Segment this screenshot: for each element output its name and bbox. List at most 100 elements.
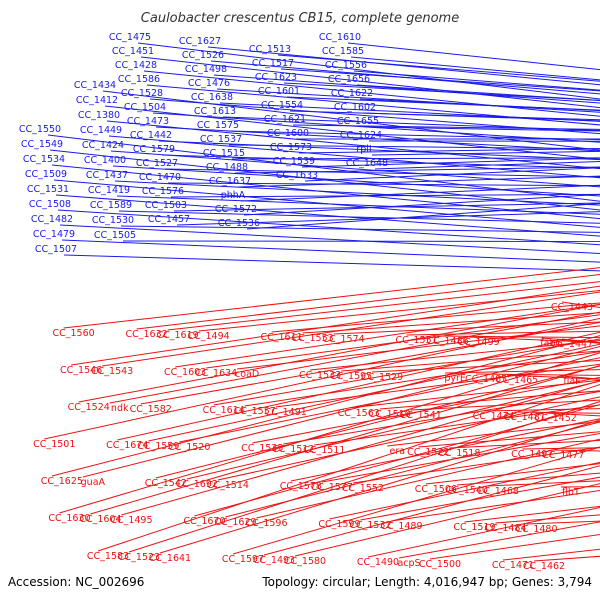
gene-label[interactable]: CC_1437 [86,170,128,181]
gene-label[interactable]: CC_1611 [260,332,302,343]
gene-label[interactable]: flbT [562,487,580,498]
gene-label[interactable]: CC_1622 [331,88,373,99]
gene-label[interactable]: ndk [111,403,129,414]
gene-label[interactable]: CC_1648 [346,158,388,169]
gene-label[interactable]: CC_1465 [496,375,538,386]
gene-label[interactable]: CC_1585 [322,46,364,57]
gene-label[interactable]: CC_1656 [328,74,370,85]
gene-label[interactable]: CC_1575 [197,120,239,131]
gene-label[interactable]: CC_1553 [291,333,333,344]
gene-label[interactable]: CC_1522 [407,447,449,458]
gene-label[interactable]: CC_1482 [31,214,73,225]
gene-label[interactable]: CC_1603 [164,367,206,378]
gene-label[interactable]: CC_1621 [264,114,306,125]
gene-label[interactable]: CC_1451 [112,46,154,57]
gene-label[interactable]: CC_1582 [130,404,172,415]
gene-label[interactable]: CC_1434 [74,80,116,91]
gene-label[interactable]: CC_1419 [88,185,130,196]
gene-label[interactable]: CC_1557 [234,406,276,417]
gene-label[interactable]: CC_1512 [272,444,314,455]
gene-label[interactable]: CC_1629 [214,517,256,528]
gene-label[interactable]: CC_1559 [137,441,179,452]
gene-label[interactable]: CC_1462 [523,561,565,572]
gene-label[interactable]: CC_1479 [33,229,75,240]
gene-label[interactable]: CC_1468 [477,486,519,497]
gene-label[interactable]: CC_1619 [156,330,198,341]
gene-label[interactable]: CC_1577 [311,482,353,493]
gene-label[interactable]: CC_1501 [33,439,75,450]
gene-label[interactable]: CC_1527 [136,158,178,169]
gene-label[interactable]: CC_1692 [176,479,218,490]
gene-label[interactable]: CC_1518 [438,448,480,459]
gene-label[interactable]: CC_1624 [340,130,382,141]
gene-label[interactable]: CC_1380 [78,110,120,121]
gene-label[interactable]: CC_1600 [267,128,309,139]
gene-label[interactable]: CC_1551 [395,335,437,346]
gene-label[interactable]: CC_1633 [276,170,318,181]
gene-label[interactable]: CC_1443 [551,302,593,313]
gene-label[interactable]: flaF [563,376,580,387]
gene-label[interactable]: CC_1509 [25,169,67,180]
gene-label[interactable]: CC_1596 [245,518,287,529]
gene-label[interactable]: CC_1474 [473,411,515,422]
gene-label[interactable]: CC_1520 [168,442,210,453]
gene-label[interactable]: CC_1579 [133,144,175,155]
gene-label[interactable]: CC_1599 [318,519,360,530]
gene-label[interactable]: CC_1471 [492,560,534,571]
gene-label[interactable]: CC_1513 [249,44,291,55]
gene-label[interactable]: CC_1534 [23,154,65,165]
gene-label[interactable]: CC_1595 [330,371,372,382]
gene-label[interactable]: CC_1638 [191,92,233,103]
gene-label[interactable]: CC_1480 [515,524,557,535]
gene-label[interactable]: CC_1424 [82,140,124,151]
gene-label[interactable]: CC_1490 [357,557,399,568]
gene-label[interactable]: CC_1563 [338,408,380,419]
gene-label[interactable]: CC_1500 [419,559,461,570]
gene-label[interactable]: CC_1580 [284,556,326,567]
gene-label[interactable]: CC_1589 [90,200,132,211]
gene-label[interactable]: CC_1449 [80,125,122,136]
gene-label[interactable]: CC_1457 [148,214,190,225]
gene-label[interactable]: CC_1542 [145,478,187,489]
gene-label[interactable]: CC_1610 [319,32,361,43]
gene-label[interactable]: era [389,446,405,457]
gene-label[interactable]: CC_1504 [124,102,166,113]
gene-label[interactable]: CC_1641 [149,553,191,564]
gene-label[interactable]: CC_1543 [91,366,133,377]
gene-label[interactable]: CC_1494 [187,331,229,342]
gene-label[interactable]: CC_1554 [261,100,303,111]
gene-label[interactable]: CC_1514 [207,480,249,491]
gene-label[interactable]: CC_1412 [76,95,118,106]
gene-label[interactable]: CC_1535 [241,443,283,454]
gene-label[interactable]: CC_1670 [183,516,225,527]
gene-label[interactable]: CC_1523 [118,552,160,563]
gene-label[interactable]: CC_1511 [303,445,345,456]
gene-label[interactable]: CC_1602 [334,102,376,113]
gene-label[interactable]: CC_1506 [415,484,457,495]
gene-label[interactable]: CC_1614 [203,405,245,416]
gene-label[interactable]: CC_1556 [325,60,367,71]
gene-label[interactable]: CC_1477 [542,450,584,461]
gene-label[interactable]: acpS [397,558,420,569]
gene-label[interactable]: CC_1531 [27,184,69,195]
gene-label[interactable]: CC_1529 [361,372,403,383]
gene-label[interactable]: CC_1428 [115,60,157,71]
gene-label[interactable]: CC_1573 [270,142,312,153]
gene-label[interactable]: CC_1475 [109,32,151,43]
gene-label[interactable]: CC_1546 [60,365,102,376]
gene-label[interactable]: CC_1623 [255,72,297,83]
gene-label[interactable]: CC_1549 [21,139,63,150]
gene-label[interactable]: CC_1452 [535,413,577,424]
gene-label[interactable]: CC_1540 [446,485,488,496]
gene-label[interactable]: CC_1533 [299,370,341,381]
gene-label[interactable]: CC_1442 [130,130,172,141]
gene-label[interactable]: fabG [540,338,563,349]
gene-label[interactable]: CC_1601 [258,86,300,97]
gene-label[interactable]: CC_1578 [280,481,322,492]
gene-label[interactable]: CC_1505 [94,230,136,241]
gene-label[interactable]: CC_1486 [426,336,468,347]
gene-label[interactable]: CC_1613 [194,106,236,117]
gene-label[interactable]: CC_1550 [19,124,61,135]
gene-label[interactable]: CC_1519 [453,522,495,533]
gene-label[interactable]: CC_1576 [142,186,184,197]
